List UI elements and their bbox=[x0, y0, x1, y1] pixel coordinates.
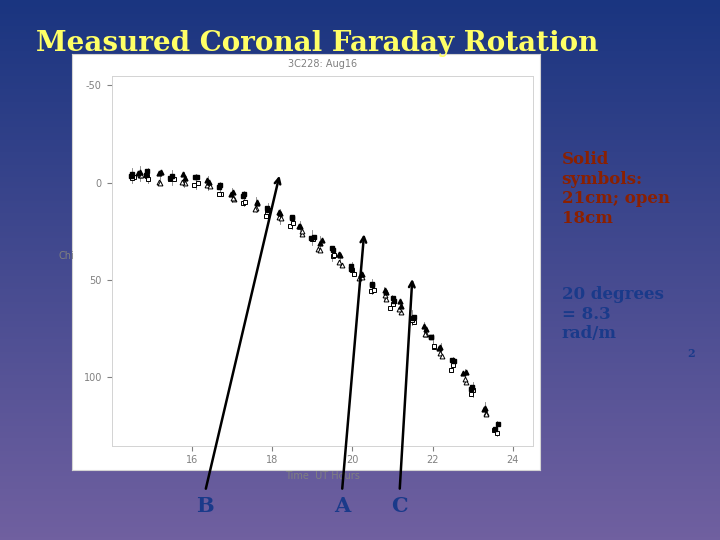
Y-axis label: Chi: Chi bbox=[59, 251, 75, 260]
Text: B: B bbox=[197, 496, 214, 516]
Text: C: C bbox=[391, 496, 408, 516]
Text: 20 degrees
= 8.3
rad/m: 20 degrees = 8.3 rad/m bbox=[562, 286, 663, 342]
Text: A: A bbox=[334, 496, 350, 516]
Text: Solid
symbols:
21cm; open
18cm: Solid symbols: 21cm; open 18cm bbox=[562, 151, 670, 227]
Title: 3C228: Aug16: 3C228: Aug16 bbox=[287, 59, 357, 69]
X-axis label: Time  UT Hours: Time UT Hours bbox=[285, 471, 359, 481]
Text: Measured Coronal Faraday Rotation: Measured Coronal Faraday Rotation bbox=[35, 30, 598, 57]
Text: 2: 2 bbox=[688, 348, 696, 359]
